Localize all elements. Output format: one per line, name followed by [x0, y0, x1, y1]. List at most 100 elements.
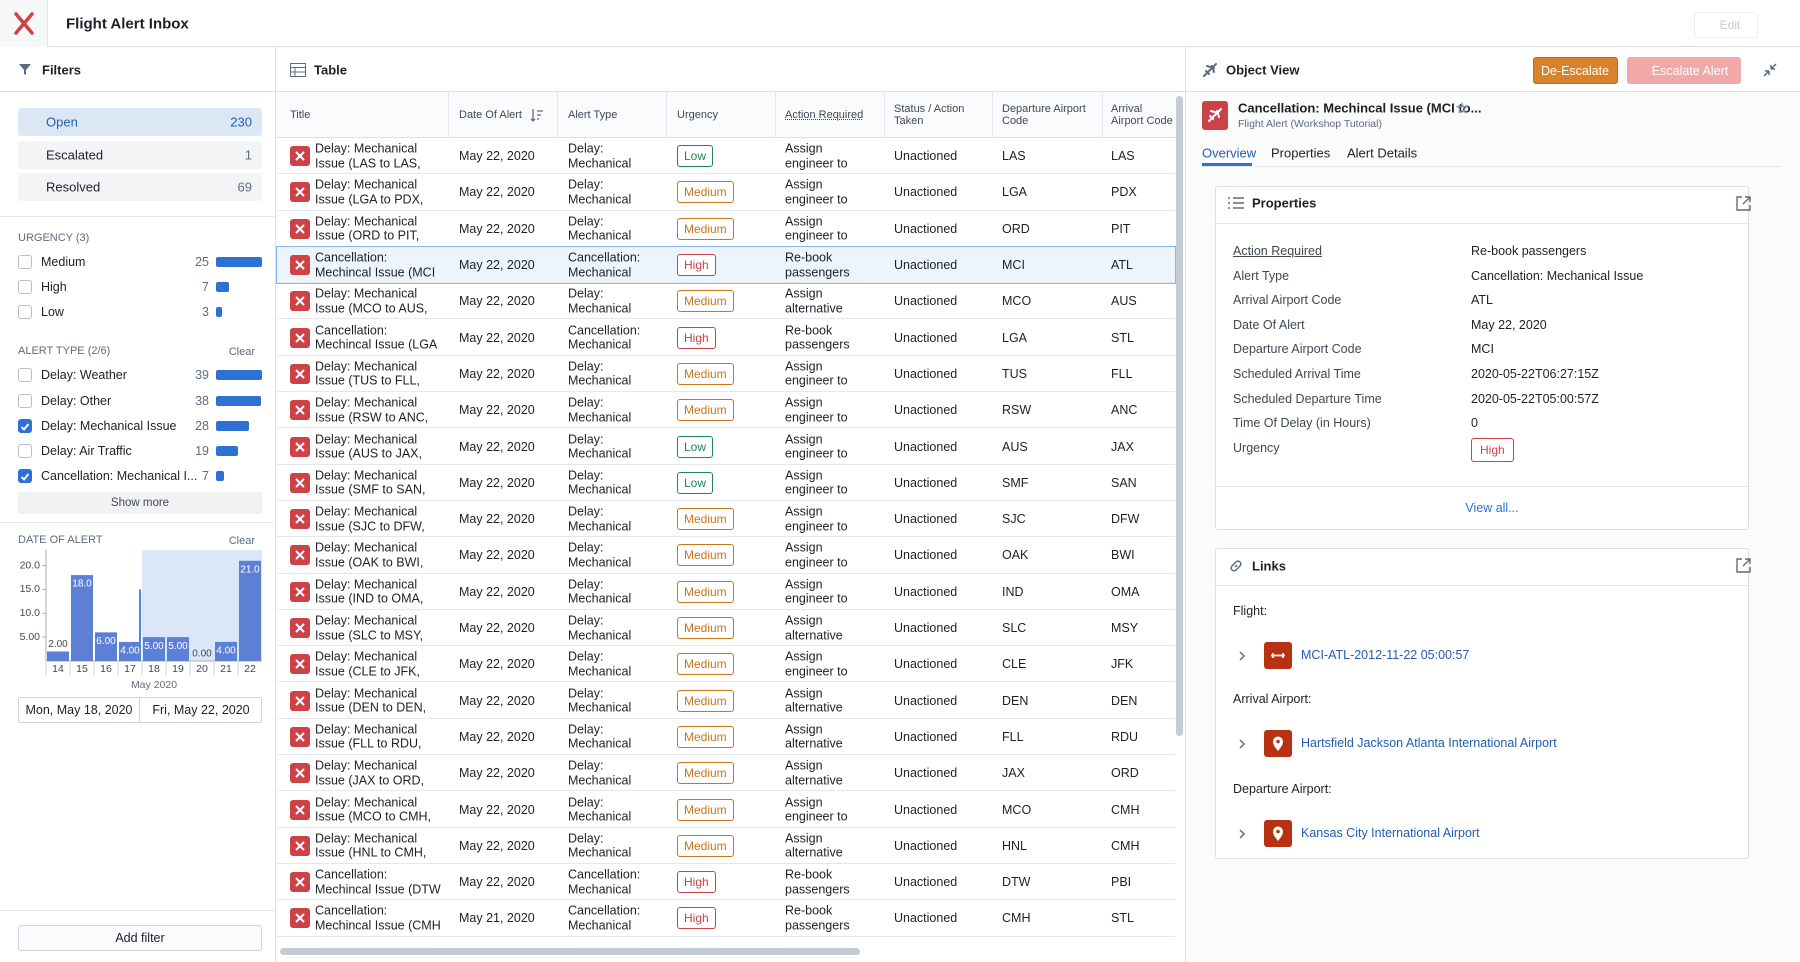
header-bar [0, 0, 1800, 47]
edit-button[interactable] [1694, 12, 1758, 38]
tab[interactable]: Properties [1271, 145, 1331, 161]
table-row[interactable] [276, 245, 1176, 285]
cell-text: LAS [1002, 149, 1026, 164]
checkbox[interactable] [18, 368, 32, 382]
plane-icon [1203, 63, 1217, 77]
count-bar [216, 257, 262, 267]
open-icon[interactable] [1736, 558, 1751, 573]
row-icon-glyph [295, 224, 305, 234]
escalate-button[interactable] [1627, 57, 1741, 84]
view-all-link[interactable]: View all... [1465, 501, 1519, 515]
urgency-badge: Medium [677, 544, 734, 567]
checkbox[interactable] [18, 444, 32, 458]
de-escalate-label[interactable]: De-Escalate [1540, 64, 1610, 78]
column-header[interactable]: Action Required [785, 109, 864, 121]
table-row[interactable] [277, 211, 1175, 247]
add-filter-button[interactable] [18, 925, 262, 951]
row-icon [290, 908, 310, 929]
x-tick-label: 22 [244, 663, 256, 675]
status-filter[interactable] [18, 173, 262, 201]
section-heading: URGENCY (3) [18, 232, 90, 244]
status-filter[interactable] [18, 140, 262, 169]
table-row[interactable] [277, 646, 1175, 683]
cell-text: Assign alternative [785, 831, 843, 860]
sort-icon[interactable] [530, 108, 544, 122]
linked-object[interactable]: Hartsfield Jackson Atlanta International… [1301, 736, 1557, 750]
checkbox[interactable] [18, 255, 32, 269]
column-header[interactable]: Date Of Alert [459, 109, 522, 121]
column-header[interactable]: Urgency [677, 109, 718, 121]
sort-glyph [530, 109, 543, 122]
column-separator [448, 92, 449, 138]
expand-chevron[interactable] [1236, 737, 1248, 749]
column-header[interactable]: Arrival Airport Code [1111, 103, 1173, 127]
table-row[interactable] [277, 428, 1175, 465]
show-more-label[interactable]: Show more [110, 497, 170, 509]
property-value: Cancellation: Mechanical Issue [1471, 268, 1644, 283]
table-row[interactable] [277, 719, 1175, 756]
panel-title: Object View [1226, 62, 1300, 78]
open-icon[interactable] [1736, 196, 1751, 211]
date-input[interactable] [18, 697, 140, 723]
linked-object[interactable]: Kansas City International Airport [1301, 826, 1480, 840]
cell-text: Cancellation: Mechanical [568, 250, 641, 280]
cell-text: Unactioned [894, 403, 958, 418]
cell-text: May 22, 2020 [459, 729, 535, 744]
table-row[interactable] [277, 791, 1175, 828]
table-row[interactable] [277, 610, 1175, 647]
cell-text: LGA [1002, 330, 1028, 345]
add-filter-label[interactable]: Add filter [115, 931, 165, 945]
tab[interactable]: Alert Details [1347, 145, 1418, 161]
table-row[interactable] [277, 574, 1175, 610]
table-row[interactable] [277, 283, 1175, 320]
status-filter[interactable] [18, 108, 262, 136]
table-row[interactable] [277, 356, 1175, 393]
cell-text: Unactioned [894, 766, 958, 781]
expand-chevron[interactable] [1236, 649, 1248, 661]
edit-label[interactable]: Edit [1719, 18, 1741, 32]
show-more-button[interactable] [18, 492, 262, 514]
column-header[interactable]: Status / Action Taken [894, 103, 965, 127]
table-row[interactable] [277, 537, 1175, 574]
horizontal-scrollbar[interactable] [280, 948, 860, 955]
checkbox[interactable] [18, 280, 32, 294]
vertical-scrollbar[interactable] [1176, 96, 1183, 736]
table-row[interactable] [277, 138, 1175, 175]
checkbox[interactable] [18, 394, 32, 408]
table-row[interactable] [277, 900, 1175, 937]
property-label: Arrival Airport Code [1233, 293, 1342, 308]
bar [119, 641, 141, 661]
cell-text: Delay: Mechanical [568, 395, 632, 425]
table-row[interactable] [277, 465, 1175, 501]
table-row[interactable] [277, 755, 1175, 792]
property-value: Re-book passengers [1471, 244, 1587, 258]
column-header[interactable]: Alert Type [568, 109, 618, 121]
clear-link[interactable]: Clear [228, 346, 255, 358]
expand-chevron[interactable] [1236, 827, 1248, 839]
de-escalate-button[interactable] [1533, 57, 1618, 84]
table-row[interactable] [277, 320, 1175, 356]
cell-text: SLC [1002, 621, 1027, 636]
column-header[interactable]: Departure Airport Code [1002, 103, 1086, 127]
table-row[interactable] [277, 683, 1175, 719]
escalate-label[interactable]: Escalate Alert [1651, 64, 1729, 78]
column-header[interactable]: Title [290, 109, 311, 121]
tab[interactable]: Overview [1202, 145, 1257, 161]
star-icon[interactable] [1455, 101, 1469, 114]
property-value: 2020-05-22T05:00:57Z [1471, 391, 1599, 406]
collapse-icon[interactable] [1762, 62, 1778, 78]
table-row[interactable] [277, 392, 1175, 429]
checkbox[interactable] [18, 305, 32, 319]
checkbox[interactable] [18, 419, 32, 433]
bar-value-label: 2.00 [48, 639, 68, 650]
cell-text: PBI [1111, 875, 1132, 890]
table-row[interactable] [277, 501, 1175, 538]
clear-link[interactable]: Clear [228, 535, 255, 547]
date-input[interactable] [140, 697, 262, 723]
row-icon-glyph [295, 260, 305, 270]
checkbox[interactable] [18, 469, 32, 483]
linked-object[interactable]: MCI-ATL-2012-11-22 05:00:57 [1301, 648, 1470, 662]
table-row[interactable] [277, 864, 1175, 901]
table-row[interactable] [277, 828, 1175, 864]
table-row[interactable] [277, 174, 1175, 211]
